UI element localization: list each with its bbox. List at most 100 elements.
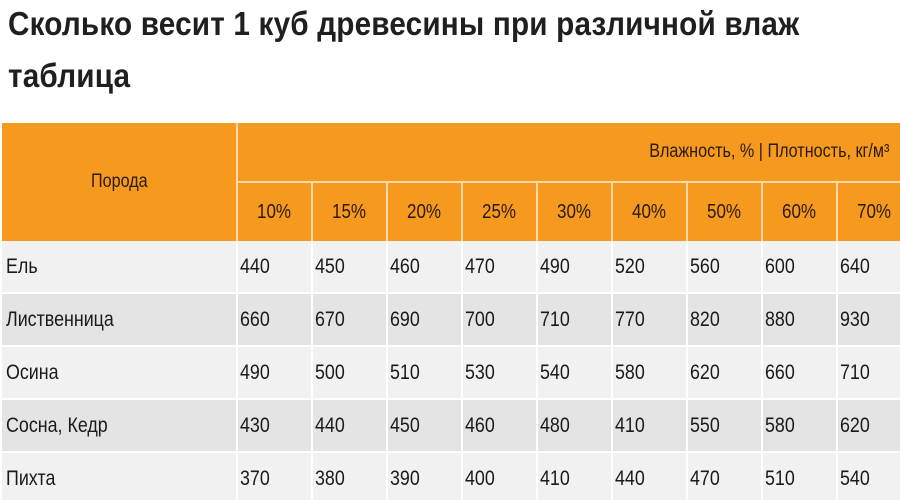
breed-name: Сосна, Кедр	[6, 413, 108, 437]
density-value: 450	[315, 254, 345, 278]
density-cell: 410	[537, 452, 613, 500]
density-value: 620	[690, 360, 720, 384]
density-cell: 450	[312, 241, 388, 294]
density-value: 460	[465, 413, 495, 437]
moisture-column-label: 25%	[482, 200, 517, 223]
density-value: 440	[240, 254, 270, 278]
density-cell: 620	[687, 346, 763, 400]
title-line-2: таблица	[8, 57, 131, 94]
density-cell: 600	[762, 241, 838, 294]
density-value: 700	[465, 307, 495, 331]
breed-cell: Ель	[2, 241, 238, 294]
density-cell: 370	[237, 452, 313, 500]
density-value: 470	[690, 466, 720, 490]
density-value: 880	[765, 307, 795, 331]
moisture-column-header: 50%	[687, 182, 763, 241]
moisture-column-label: 50%	[707, 200, 742, 223]
density-value: 510	[390, 360, 420, 384]
table-row: Пихта 370 380 390 400 410 440 470 510 540	[2, 452, 900, 500]
density-value: 540	[840, 466, 870, 490]
density-value: 500	[315, 360, 345, 384]
density-cell: 510	[762, 452, 838, 500]
breed-header-label: Порода	[90, 171, 148, 192]
density-cell: 480	[537, 399, 613, 453]
breed-name: Ель	[6, 254, 38, 278]
moisture-column-header: 70%	[837, 182, 900, 241]
density-value: 820	[690, 307, 720, 331]
density-value: 710	[540, 307, 570, 331]
density-cell: 770	[612, 293, 688, 347]
density-value: 660	[240, 307, 270, 331]
density-cell: 540	[837, 452, 900, 500]
breed-cell: Лиственница	[2, 293, 238, 347]
density-cell: 520	[612, 241, 688, 294]
density-cell: 550	[687, 399, 763, 453]
density-value: 370	[240, 466, 270, 490]
density-cell: 540	[537, 346, 613, 400]
density-value: 490	[240, 360, 270, 384]
moisture-column-header: 10%	[237, 182, 313, 241]
density-cell: 700	[462, 293, 538, 347]
density-value: 550	[690, 413, 720, 437]
density-cell: 930	[837, 293, 900, 347]
density-cell: 880	[762, 293, 838, 347]
density-value: 520	[615, 254, 645, 278]
density-cell: 660	[237, 293, 313, 347]
density-cell: 710	[537, 293, 613, 347]
moisture-percent-header-row: 10% 15% 20% 25% 30% 40% 50% 60% 70%	[2, 182, 900, 241]
density-value: 450	[390, 413, 420, 437]
density-cell: 440	[237, 241, 313, 294]
density-cell: 490	[537, 241, 613, 294]
moisture-column-label: 70%	[857, 200, 892, 223]
density-cell: 640	[837, 241, 900, 294]
density-value: 600	[765, 254, 795, 278]
title-line-1: Сколько весит 1 куб древесины при различ…	[8, 5, 800, 42]
table-body: Ель 440 450 460 470 490 520 560 600 640 Лиственниц…	[2, 241, 900, 500]
density-value: 530	[465, 360, 495, 384]
table-row: Ель 440 450 460 470 490 520 560 600 640	[2, 241, 900, 294]
density-value: 440	[315, 413, 345, 437]
density-value: 540	[540, 360, 570, 384]
moisture-column-header: 25%	[462, 182, 538, 241]
density-value: 430	[240, 413, 270, 437]
density-cell: 470	[687, 452, 763, 500]
density-value: 560	[690, 254, 720, 278]
density-value: 640	[840, 254, 870, 278]
density-value: 410	[615, 413, 645, 437]
density-cell: 690	[387, 293, 463, 347]
moisture-column-label: 60%	[782, 200, 817, 223]
breed-name: Лиственница	[6, 307, 114, 331]
density-cell: 400	[462, 452, 538, 500]
moisture-column-label: 40%	[632, 200, 667, 223]
density-value: 470	[465, 254, 495, 278]
density-value: 400	[465, 466, 495, 490]
moisture-column-label: 30%	[557, 200, 592, 223]
density-cell: 560	[687, 241, 763, 294]
density-cell: 440	[612, 452, 688, 500]
density-value: 710	[840, 360, 870, 384]
density-cell: 390	[387, 452, 463, 500]
density-value: 410	[540, 466, 570, 490]
density-cell: 620	[837, 399, 900, 453]
density-value: 490	[540, 254, 570, 278]
table-row: Сосна, Кедр 430 440 450 460 480 410 550 580 620	[2, 399, 900, 453]
density-cell: 820	[687, 293, 763, 347]
moisture-column-label: 15%	[332, 200, 367, 223]
density-cell: 710	[837, 346, 900, 400]
density-value: 380	[315, 466, 345, 490]
density-value: 580	[615, 360, 645, 384]
density-value: 480	[540, 413, 570, 437]
moisture-column-header: 60%	[762, 182, 838, 241]
density-value: 440	[615, 466, 645, 490]
breed-cell: Сосна, Кедр	[2, 399, 238, 453]
density-cell: 490	[237, 346, 313, 400]
moisture-column-header: 15%	[312, 182, 388, 241]
density-value: 510	[765, 466, 795, 490]
moisture-column-header: 30%	[537, 182, 613, 241]
density-cell: 430	[237, 399, 313, 453]
density-value: 390	[390, 466, 420, 490]
density-value: 930	[840, 307, 870, 331]
density-cell: 380	[312, 452, 388, 500]
moisture-density-header: Влажность, % | Плотность, кг/м³	[237, 123, 900, 183]
density-cell: 580	[612, 346, 688, 400]
